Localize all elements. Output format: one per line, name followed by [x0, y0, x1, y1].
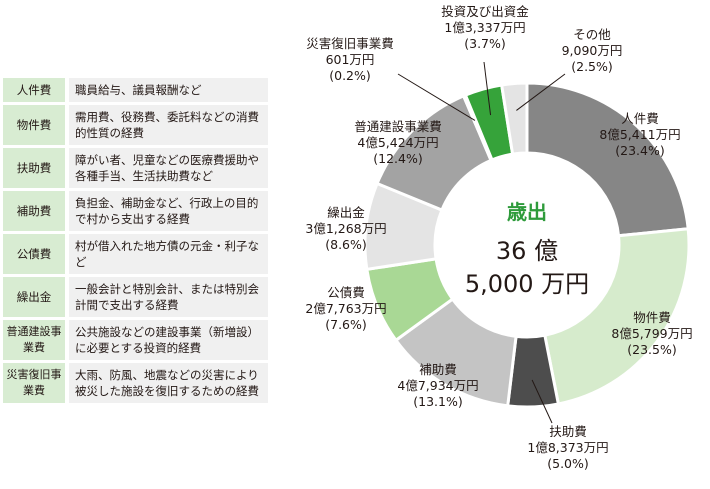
center-line2: 5,000 万円 [465, 270, 589, 298]
legend-desc: 大雨、防風、地震などの災害により被災した施設を復旧するための経費 [69, 363, 268, 403]
slice-9 [499, 81, 529, 156]
slice-label-amount: 601万円 [326, 52, 375, 67]
slice-label-amount: 1億8,373万円 [527, 440, 608, 455]
legend-term: 普通建設事業費 [3, 320, 65, 360]
slice-label-name: 物件費 [633, 310, 671, 325]
slice-label-percent-label: (0.2%) [329, 68, 371, 83]
legend-desc: 一般会計と特別会計、または特別会計間で支出する経費 [69, 277, 268, 317]
leader-line [397, 73, 476, 121]
legend-term: 物件費 [3, 105, 65, 145]
slice-label-percent-label: (3.7%) [464, 36, 506, 51]
leader-lines [397, 61, 566, 424]
legend-term: 人件費 [3, 78, 65, 102]
donut-slices [363, 81, 691, 409]
legend-row: 物件費 需用費、役務費、委託料などの消費的性質の経費 [3, 105, 268, 145]
slice-label-amount: 9,090万円 [562, 43, 623, 58]
slice-label-name: 人件費 [621, 111, 659, 126]
slice-1 [543, 227, 691, 406]
slice-label-name: 繰出金 [327, 205, 365, 220]
legend-desc: 村が借入れた地方債の元金・利子など [69, 234, 268, 274]
slice-label-percent-label: (13.1%) [413, 394, 462, 409]
slice-label-amount: 4億5,424万円 [357, 135, 438, 150]
slice-label-percent-label: (2.5%) [571, 59, 613, 74]
slice-label-amount: 8億5,799万円 [611, 326, 692, 341]
legend-desc: 障がい者、児童などの医療費援助や各種手当、生活扶助費など [69, 148, 268, 188]
slice-label-name: 投資及び出資金 [441, 4, 529, 19]
center-line1: 36 億 [496, 237, 558, 265]
center-text: 歳出 36 億 5,000 万円 [465, 200, 589, 298]
slice-label-percent-label: (8.6%) [325, 237, 367, 252]
slice-label-amount: 2億7,763万円 [305, 301, 386, 316]
center-title: 歳出 [507, 200, 547, 224]
legend-term: 災害復旧事業費 [3, 363, 65, 403]
slice-label-name: その他 [573, 27, 611, 42]
slice-label-percent-label: (12.4%) [373, 151, 422, 166]
slice-label-percent-label: (7.6%) [325, 317, 367, 332]
slice-label-name: 補助費 [419, 362, 457, 377]
slice-label-amount: 8億5,411万円 [599, 127, 680, 142]
slice-label-percent-label: (23.4%) [615, 143, 664, 158]
legend-desc: 負担金、補助金など、行政上の目的で村から支出する経費 [69, 191, 268, 231]
legend-row: 人件費 職員給与、議員報酬など [3, 78, 268, 102]
leader-line [483, 61, 492, 116]
legend-row: 補助費 負担金、補助金など、行政上の目的で村から支出する経費 [3, 191, 268, 231]
slice-label-amount: 3億1,268万円 [305, 221, 386, 236]
leader-line [531, 379, 553, 424]
legend-row: 公債費 村が借入れた地方債の元金・利子など [3, 234, 268, 274]
slice-label-name: 災害復旧事業費 [306, 36, 394, 51]
slice-label-name: 公債費 [327, 285, 365, 300]
legend-term: 公債費 [3, 234, 65, 274]
slice-label-amount: 4億7,934万円 [397, 378, 478, 393]
legend-term: 補助費 [3, 191, 65, 231]
legend-row: 災害復旧事業費 大雨、防風、地震などの災害により被災した施設を復旧するための経費 [3, 363, 268, 403]
slice-label-amount: 1億3,337万円 [444, 20, 525, 35]
legend-table: 人件費 職員給与、議員報酬など 物件費 需用費、役務費、委託料などの消費的性質の経費扶… [3, 75, 268, 406]
slice-label-name: 普通建設事業費 [354, 119, 442, 134]
slice-label-percent-label: (5.0%) [547, 456, 589, 471]
legend-desc: 需用費、役務費、委託料などの消費的性質の経費 [69, 105, 268, 145]
legend-desc: 職員給与、議員報酬など [69, 78, 268, 102]
legend-term: 扶助費 [3, 148, 65, 188]
legend-term: 繰出金 [3, 277, 65, 317]
legend-row: 繰出金 一般会計と特別会計、または特別会計間で支出する経費 [3, 277, 268, 317]
leader-line [516, 73, 566, 111]
slice-label-name: 扶助費 [549, 424, 587, 439]
legend-desc: 公共施設などの建設事業（新増設）に必要とする投資的経費 [69, 320, 268, 360]
legend-row: 普通建設事業費 公共施設などの建設事業（新増設）に必要とする投資的経費 [3, 320, 268, 360]
slice-label-percent-label: (23.5%) [627, 342, 676, 357]
legend-row: 扶助費 障がい者、児童などの医療費援助や各種手当、生活扶助費など [3, 148, 268, 188]
slice-0 [525, 81, 690, 238]
